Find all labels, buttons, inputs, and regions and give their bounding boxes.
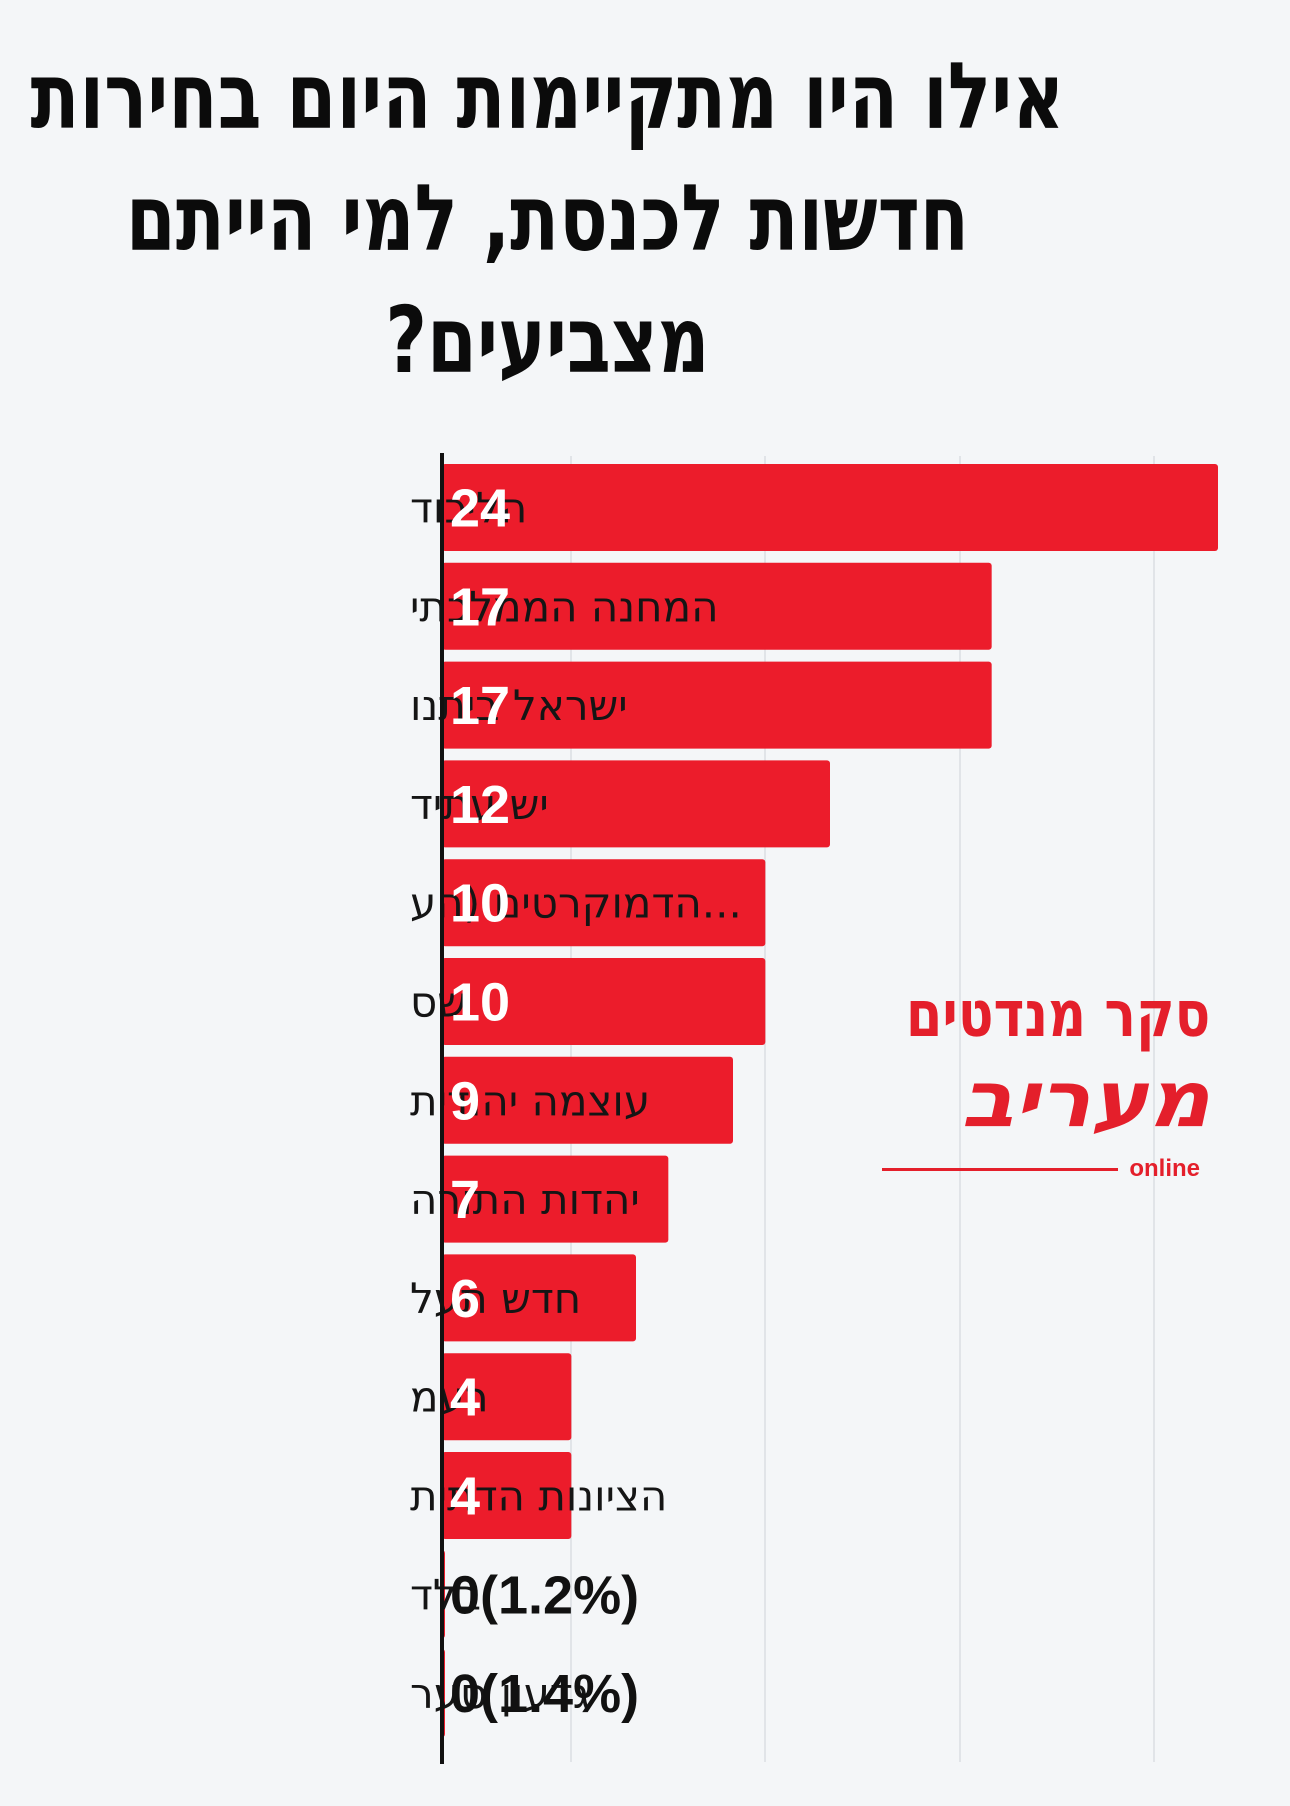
bar-3 [442,661,992,749]
category-label-10: רעמ [410,1373,489,1422]
bar-7 [442,1056,733,1144]
value-label-6: 10 [450,973,510,1033]
bar-8 [442,1155,669,1243]
category-label-2: המחנה הממלכתי [410,582,719,631]
bar-5 [442,859,766,947]
bar-6 [442,958,766,1045]
category-label-7: עוצמה יהודית [410,1076,650,1125]
logo-poll-text: סקר מנדטים [905,978,1210,1052]
category-label-5: ...הדמוקרטים (הע [410,879,742,928]
value-label-9: 6 [450,1269,480,1329]
category-label-11: הציונות הדתית [410,1472,667,1521]
category-label-4: יש עתיד [410,780,549,829]
value-label-3: 17 [450,676,510,736]
category-label-1: הליכוד [410,484,527,533]
logo-underline [882,1168,1118,1171]
category-label-3: ישראל ביתנו [410,681,628,730]
category-label-8: יהדות התורה [410,1175,640,1224]
value-label-8: 7 [450,1170,480,1230]
value-label-10: 4 [450,1368,480,1428]
value-label-7: 9 [450,1071,480,1131]
chart-title-text: אילו היו מתקיימות היום בחירות חדשות לכנס… [30,43,1065,394]
bar-4 [442,760,830,848]
bar-10 [442,1353,572,1441]
value-label-2: 17 [450,577,510,637]
value-label-12: 0(1.2%) [450,1565,639,1625]
category-label-9: חדש תעל [410,1274,581,1323]
category-label-6: שס [410,978,467,1027]
value-label-13: 0(1.4%) [450,1664,639,1724]
value-label-4: 12 [450,775,510,835]
value-label-5: 10 [450,874,510,934]
bar-11 [442,1452,572,1539]
category-label-12: בלד [410,1570,481,1619]
value-label-11: 4 [450,1467,480,1527]
bar-2 [442,562,992,650]
logo-brand-text: מעריב [961,1055,1210,1145]
chart-title: אילו היו מתקיימות היום בחירות חדשות לכנס… [30,36,1117,402]
bar-1 [442,464,1218,551]
bar-9 [442,1254,636,1342]
value-label-1: 24 [450,479,510,539]
logo-online-text: online [1129,1155,1200,1182]
